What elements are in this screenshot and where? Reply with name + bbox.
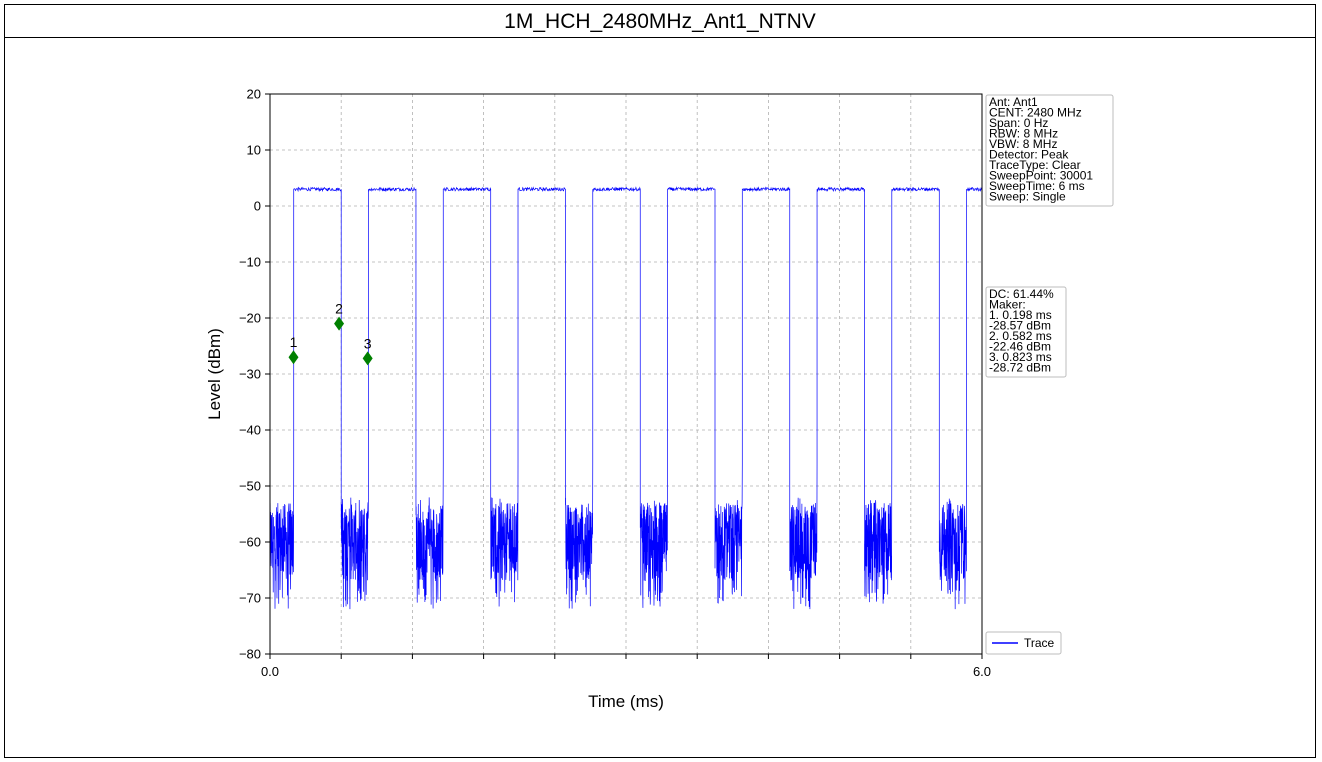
info-line: -28.72 dBm bbox=[989, 361, 1051, 375]
info-line: 2. 0.582 ms bbox=[989, 329, 1052, 343]
info-line: Ant: Ant1 bbox=[989, 95, 1038, 109]
legend-label: Trace bbox=[1024, 636, 1055, 650]
y-tick-label: −70 bbox=[239, 591, 261, 606]
trace-line bbox=[269, 186, 983, 610]
y-tick-label: −40 bbox=[239, 423, 261, 438]
marker-label: 1 bbox=[290, 334, 298, 350]
y-tick-label: −80 bbox=[239, 647, 261, 662]
y-tick-label: −60 bbox=[239, 535, 261, 550]
legend-frame bbox=[985, 631, 1062, 655]
y-tick-label: −20 bbox=[239, 311, 261, 326]
y-tick-label: 0 bbox=[254, 199, 261, 214]
info-line: -28.57 dBm bbox=[989, 319, 1051, 333]
info-line: 1. 0.198 ms bbox=[989, 308, 1052, 322]
x-tick-label: 0.0 bbox=[261, 664, 279, 679]
info-line: DC: 61.44% bbox=[989, 287, 1054, 301]
info-line: 3. 0.823 ms bbox=[989, 350, 1052, 364]
legend: Trace bbox=[985, 631, 1062, 655]
info-line: Maker: bbox=[989, 298, 1026, 312]
info-line: Detector: Peak bbox=[989, 148, 1069, 162]
info-box-frame bbox=[985, 286, 1067, 378]
marker-point bbox=[288, 350, 299, 365]
info-line: SweepPoint: 30001 bbox=[989, 169, 1093, 183]
info-box-frame bbox=[985, 94, 1114, 207]
axis-ticks: 0.0 6.0 20 10 0 −10 −20 −30 −40 −50 −60 −70 −80 bbox=[239, 87, 991, 680]
info-line: -22.46 dBm bbox=[989, 340, 1051, 354]
info-line: Sweep: Single bbox=[989, 190, 1066, 204]
y-tick-label: 20 bbox=[247, 87, 261, 102]
markers: 1 2 3 bbox=[288, 301, 373, 366]
x-axis-label: Time (ms) bbox=[588, 692, 664, 711]
info-line: RBW: 8 MHz bbox=[989, 127, 1058, 141]
trace-series bbox=[269, 186, 983, 610]
info-line: VBW: 8 MHz bbox=[989, 137, 1057, 151]
y-tick-label: −50 bbox=[239, 479, 261, 494]
marker-point bbox=[334, 316, 345, 331]
y-axis-label: Level (dBm) bbox=[205, 328, 224, 420]
info-line: TraceType: Clear bbox=[989, 158, 1081, 172]
y-tick-label: −30 bbox=[239, 367, 261, 382]
marker-label: 3 bbox=[364, 335, 372, 351]
info-line: SweepTime: 6 ms bbox=[989, 179, 1085, 193]
marker-info-box: DC: 61.44%Maker:1. 0.198 ms -28.57 dBm2.… bbox=[985, 286, 1067, 378]
y-tick-label: 10 bbox=[247, 143, 261, 158]
info-line: CENT: 2480 MHz bbox=[989, 106, 1082, 120]
marker-label: 2 bbox=[335, 301, 343, 317]
chart-title: 1M_HCH_2480MHz_Ant1_NTNV bbox=[5, 5, 1315, 38]
marker-point bbox=[362, 351, 373, 366]
info-line: Span: 0 Hz bbox=[989, 116, 1048, 130]
y-tick-label: −10 bbox=[239, 255, 261, 270]
x-tick-label: 6.0 bbox=[973, 664, 991, 679]
